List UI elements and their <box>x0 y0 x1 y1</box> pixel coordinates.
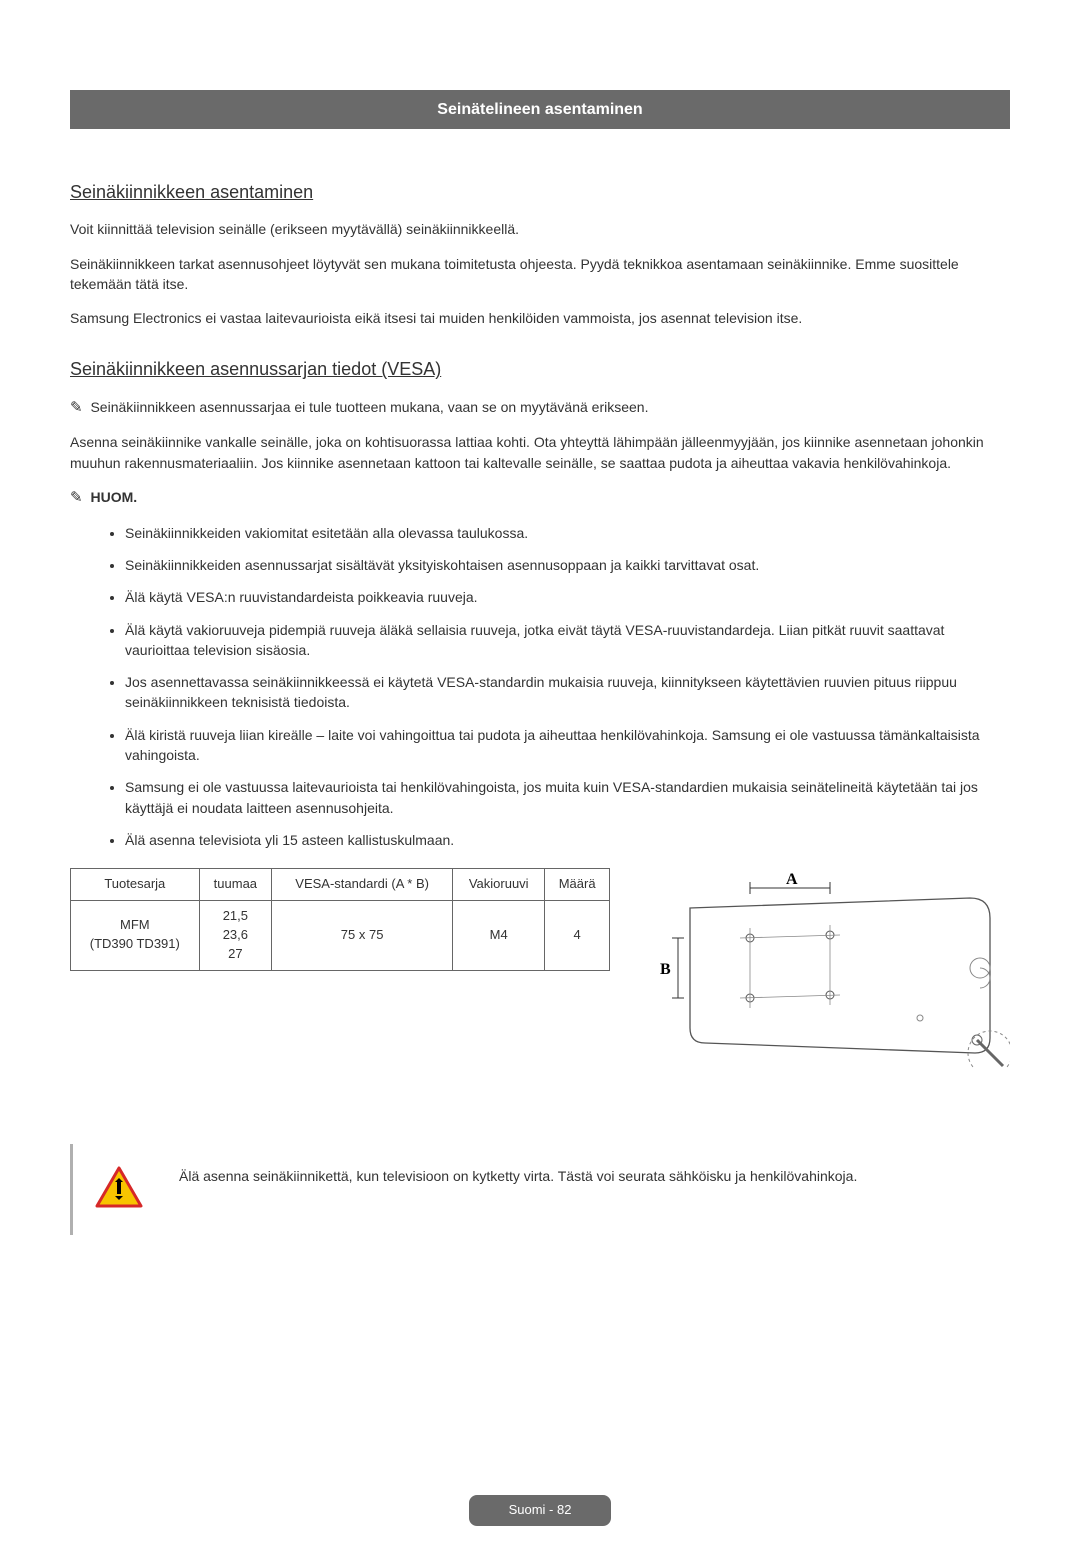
list-item: Älä kiristä ruuveja liian kireälle – lai… <box>125 725 1010 766</box>
list-item: Seinäkiinnikkeiden vakiomitat esitetään … <box>125 523 1010 543</box>
td-qty: 4 <box>545 901 610 971</box>
section-2-p1: Asenna seinäkiinnike vankalle seinälle, … <box>70 432 1010 473</box>
list-item: Älä asenna televisiota yli 15 asteen kal… <box>125 830 1010 850</box>
warning-box: Älä asenna seinäkiinnikettä, kun televis… <box>70 1144 1010 1235</box>
vesa-diagram: A B <box>630 868 1010 1073</box>
warning-icon-cell <box>71 1144 153 1235</box>
list-item: Älä käytä VESA:n ruuvistandardeista poik… <box>125 587 1010 607</box>
list-item: Jos asennettavassa seinäkiinnikkeessä ei… <box>125 672 1010 713</box>
page-footer: Suomi - 82 <box>70 1495 1010 1526</box>
note-icon: ✎ <box>70 489 83 506</box>
section-1-p3: Samsung Electronics ei vastaa laitevauri… <box>70 308 1010 328</box>
list-item: Samsung ei ole vastuussa laitevaurioista… <box>125 777 1010 818</box>
td-vesa: 75 x 75 <box>272 901 453 971</box>
list-item: Seinäkiinnikkeiden asennussarjat sisältä… <box>125 555 1010 575</box>
table-row: MFM (TD390 TD391) 21,5 23,6 27 75 x 75 M… <box>71 901 610 971</box>
section-title-bar: Seinätelineen asentaminen <box>70 90 1010 129</box>
th-screw: Vakioruuvi <box>453 869 545 901</box>
th-vesa: VESA-standardi (A * B) <box>272 869 453 901</box>
spec-table: Tuotesarja tuumaa VESA-standardi (A * B)… <box>70 868 610 970</box>
warning-text: Älä asenna seinäkiinnikettä, kun televis… <box>179 1144 857 1186</box>
section-2-heading: Seinäkiinnikkeen asennussarjan tiedot (V… <box>70 356 1010 382</box>
page-number: Suomi - 82 <box>469 1495 612 1526</box>
section-1: Seinäkiinnikkeen asentaminen Voit kiinni… <box>70 179 1010 328</box>
bullet-list: Seinäkiinnikkeiden vakiomitat esitetään … <box>125 523 1010 851</box>
table-header-row: Tuotesarja tuumaa VESA-standardi (A * B)… <box>71 869 610 901</box>
th-qty: Määrä <box>545 869 610 901</box>
section-1-p2: Seinäkiinnikkeen tarkat asennusohjeet lö… <box>70 254 1010 295</box>
huom-line: ✎ HUOM. <box>70 487 1010 509</box>
note-1: ✎ Seinäkiinnikkeen asennussarjaa ei tule… <box>70 397 1010 419</box>
warning-icon <box>95 1166 143 1208</box>
list-item: Älä käytä vakioruuveja pidempiä ruuveja … <box>125 620 1010 661</box>
diagram-label-a: A <box>786 871 798 888</box>
section-1-p1: Voit kiinnittää television seinälle (eri… <box>70 219 1010 239</box>
td-series: MFM (TD390 TD391) <box>71 901 200 971</box>
note-1-text: Seinäkiinnikkeen asennussarjaa ei tule t… <box>90 399 648 415</box>
section-1-heading: Seinäkiinnikkeen asentaminen <box>70 179 1010 205</box>
note-icon: ✎ <box>70 399 83 416</box>
diagram-label-b: B <box>660 961 671 978</box>
th-series: Tuotesarja <box>71 869 200 901</box>
section-2: Seinäkiinnikkeen asennussarjan tiedot (V… <box>70 356 1010 1073</box>
th-inches: tuumaa <box>199 869 272 901</box>
td-screw: M4 <box>453 901 545 971</box>
table-and-diagram: Tuotesarja tuumaa VESA-standardi (A * B)… <box>70 868 1010 1073</box>
tv-svg-graphic: A B <box>630 868 1010 1068</box>
td-inches: 21,5 23,6 27 <box>199 901 272 971</box>
huom-label: HUOM. <box>90 489 137 505</box>
